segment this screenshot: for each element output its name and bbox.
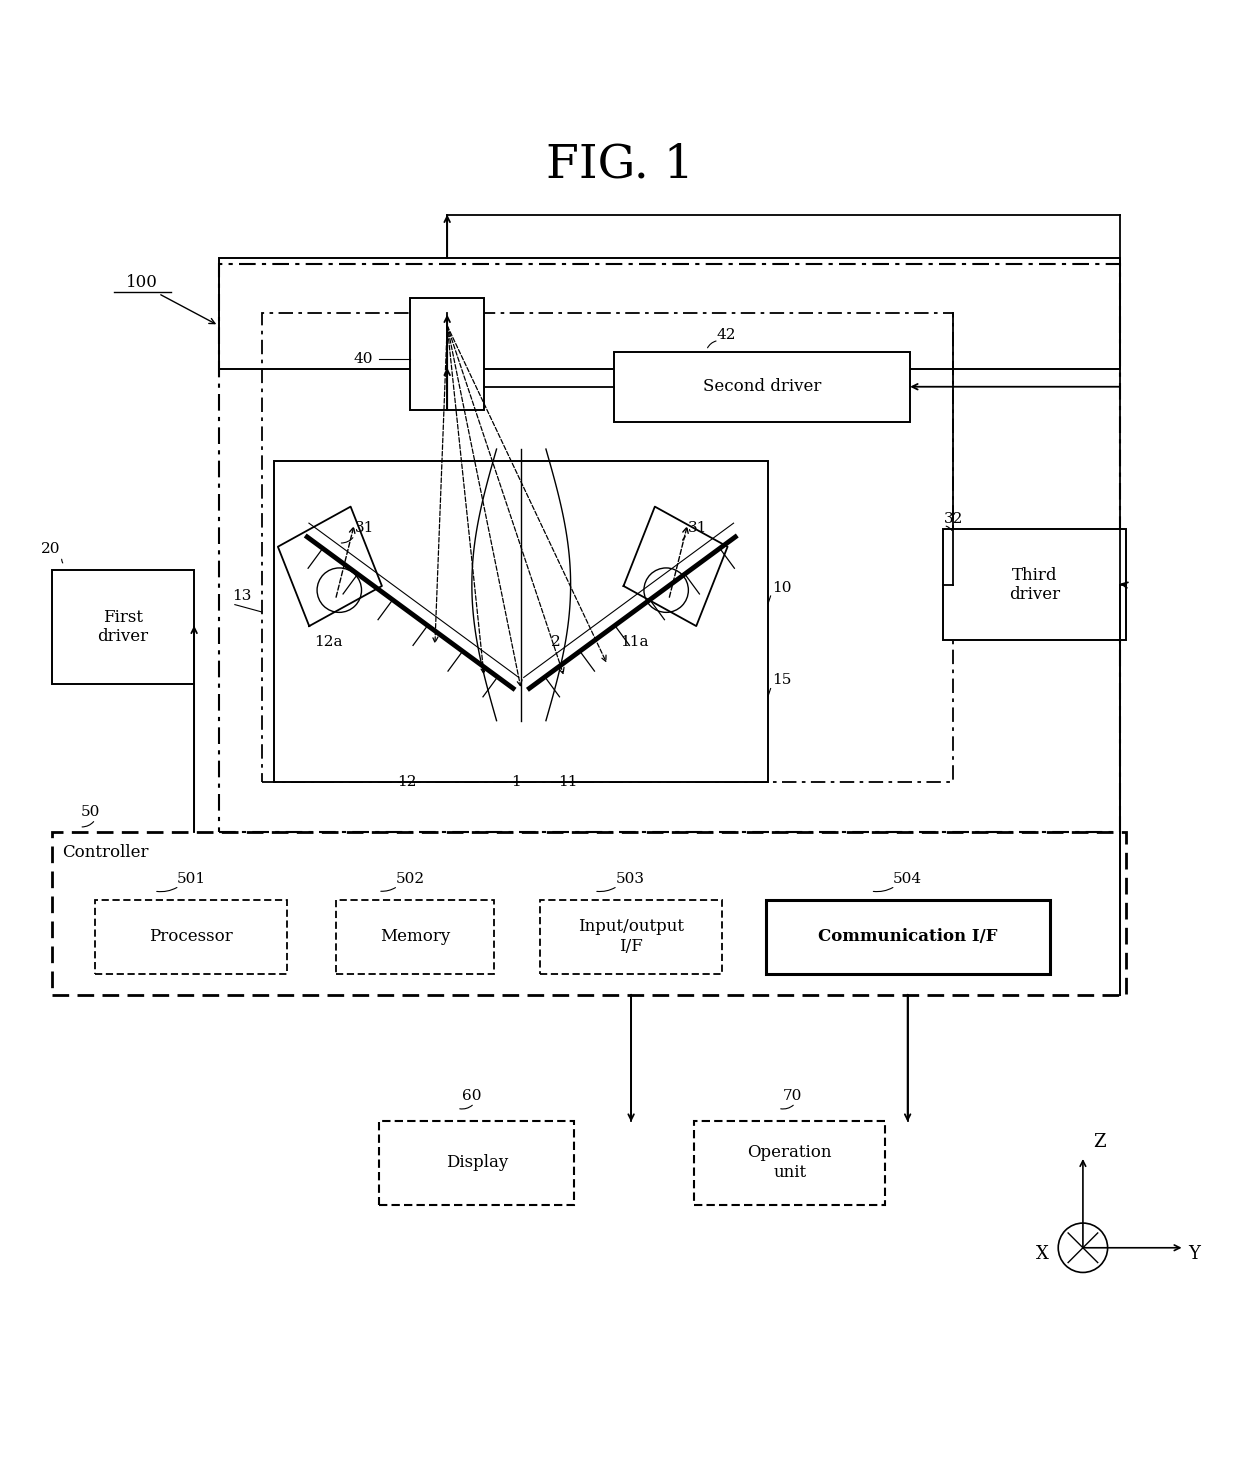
- Bar: [262, 314, 954, 783]
- Text: 40: 40: [353, 352, 373, 366]
- Text: 11: 11: [558, 776, 578, 789]
- Bar: [274, 462, 768, 783]
- Bar: [52, 570, 195, 683]
- Text: Y: Y: [1188, 1245, 1200, 1262]
- Text: 1: 1: [511, 776, 521, 789]
- Bar: [52, 831, 1126, 995]
- Text: 12: 12: [397, 776, 417, 789]
- Text: 12a: 12a: [314, 635, 342, 648]
- Text: Second driver: Second driver: [703, 378, 821, 396]
- Text: 503: 503: [615, 872, 645, 885]
- Text: 504: 504: [893, 872, 923, 885]
- Text: Operation
unit: Operation unit: [748, 1145, 832, 1182]
- Text: 2: 2: [551, 635, 560, 648]
- Text: 42: 42: [717, 328, 735, 342]
- Text: 60: 60: [463, 1089, 481, 1104]
- Text: Z: Z: [1092, 1133, 1105, 1151]
- Text: 15: 15: [771, 673, 791, 688]
- Text: 50: 50: [81, 805, 100, 819]
- Text: 31: 31: [688, 522, 707, 535]
- Text: FIG. 1: FIG. 1: [546, 142, 694, 188]
- Text: 10: 10: [771, 581, 791, 595]
- Text: Memory: Memory: [379, 928, 450, 946]
- Text: 501: 501: [177, 872, 206, 885]
- Text: Display: Display: [445, 1154, 508, 1171]
- Text: 20: 20: [41, 542, 61, 557]
- Bar: [614, 352, 910, 422]
- Text: 100: 100: [126, 274, 159, 292]
- Bar: [95, 900, 286, 973]
- Bar: [539, 900, 723, 973]
- Bar: [379, 1120, 574, 1205]
- Text: Communication I/F: Communication I/F: [818, 928, 997, 946]
- Text: 31: 31: [355, 522, 374, 535]
- Bar: [694, 1120, 885, 1205]
- Bar: [944, 529, 1126, 641]
- Text: Third
driver: Third driver: [1009, 566, 1060, 603]
- Bar: [218, 264, 1120, 831]
- Bar: [765, 900, 1049, 973]
- Text: X: X: [1035, 1245, 1048, 1262]
- Text: Input/output
I/F: Input/output I/F: [578, 918, 684, 954]
- Text: 70: 70: [784, 1089, 802, 1104]
- Text: 502: 502: [396, 872, 425, 885]
- Text: 11a: 11a: [620, 635, 649, 648]
- Bar: [336, 900, 494, 973]
- Text: 32: 32: [944, 512, 962, 526]
- Text: Controller: Controller: [62, 844, 149, 861]
- Text: First
driver: First driver: [98, 608, 149, 645]
- Text: 13: 13: [232, 589, 252, 604]
- Text: Processor: Processor: [149, 928, 233, 946]
- Bar: [410, 299, 484, 409]
- Bar: [218, 258, 1120, 369]
